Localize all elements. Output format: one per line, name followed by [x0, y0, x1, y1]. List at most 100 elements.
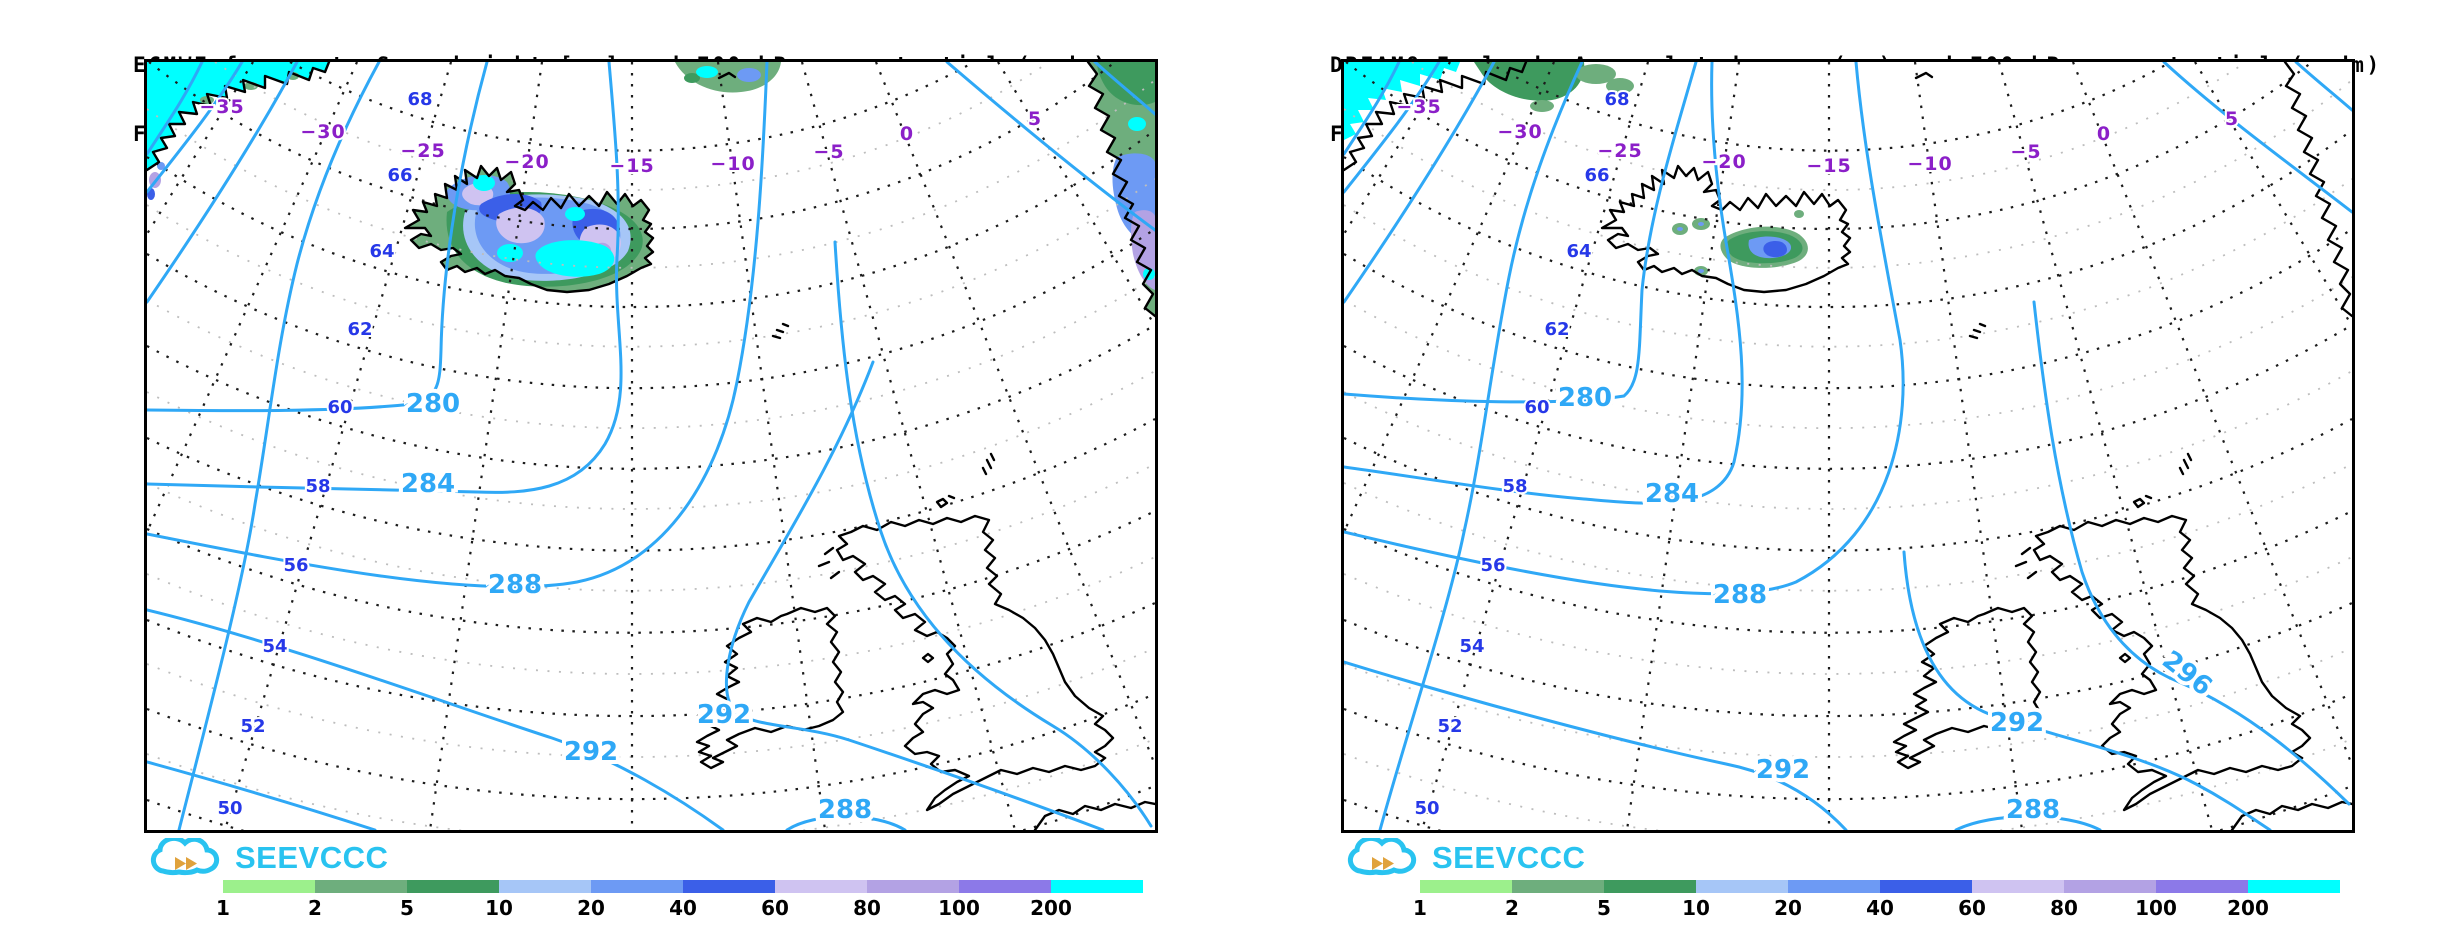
- latitude-label: 52: [240, 716, 265, 737]
- colorbar-tick: 20: [577, 896, 605, 920]
- longitude-label: −5: [813, 141, 844, 163]
- colorbar-segment: [683, 880, 775, 893]
- contour-label: 292: [1990, 708, 2044, 738]
- colorbar-segments: [223, 880, 1143, 893]
- latitude-label: 58: [1502, 476, 1527, 497]
- colorbar-tick: 10: [1682, 896, 1710, 920]
- longitude-label: −25: [400, 140, 445, 162]
- colorbar-tick: 80: [853, 896, 881, 920]
- cloud-logo-icon: [1347, 838, 1417, 876]
- colorbar-tick: 1: [216, 896, 230, 920]
- longitude-label: −30: [1497, 121, 1542, 143]
- seevccc-logo: SEEVCCC: [145, 838, 388, 878]
- colorbar-segment: [1880, 880, 1972, 893]
- contour-label: 292: [1756, 755, 1810, 785]
- contour-label: 288: [488, 570, 542, 600]
- colorbar-segment: [1696, 880, 1788, 893]
- colorbar-ticks: 1 2 5 10 20 40 60 80 100 200: [1413, 893, 2340, 920]
- snow-colorbar: 1 2 5 10 20 40 60 80 100 200: [216, 880, 1143, 922]
- latitude-label: 62: [1544, 319, 1569, 340]
- map-ecmwf-canvas: −35 −30 −25 −20 −15 −10 −5 0 5 68 66 64 62 60 58 56 54 52…: [147, 62, 1155, 830]
- colorbar-tick: 60: [761, 896, 789, 920]
- colorbar-tick: 10: [485, 896, 513, 920]
- colorbar-segment: [1420, 880, 1512, 893]
- longitude-label: 5: [1028, 108, 1042, 130]
- longitude-label: −10: [710, 153, 755, 175]
- latitude-label: 60: [1524, 397, 1549, 418]
- colorbar-tick: 2: [1505, 896, 1519, 920]
- colorbar-segment: [1604, 880, 1696, 893]
- longitude-label: −30: [300, 121, 345, 143]
- longitude-label: −15: [609, 155, 654, 177]
- colorbar-segment: [2064, 880, 2156, 893]
- colorbar-segment: [315, 880, 407, 893]
- longitude-label: −20: [1701, 151, 1746, 173]
- geopotential-contours-ecmwf: [147, 62, 1155, 830]
- colorbar-segment: [1788, 880, 1880, 893]
- latitude-label: 66: [387, 165, 412, 186]
- latitude-label: 54: [1459, 636, 1484, 657]
- geopotential-contours-dream8: [1344, 62, 2352, 830]
- longitude-label: 0: [900, 123, 914, 145]
- map-ecmwf: −35 −30 −25 −20 −15 −10 −5 0 5 68 66 64 62 60 58 56 54 52…: [144, 59, 1158, 833]
- latitude-label: 52: [1437, 716, 1462, 737]
- latitude-label: 64: [369, 241, 394, 262]
- longitude-label: −5: [2010, 141, 2041, 163]
- colorbar-segments: [1420, 880, 2340, 893]
- latitude-label: 54: [262, 636, 287, 657]
- colorbar-segment: [1051, 880, 1143, 893]
- colorbar-tick: 5: [400, 896, 414, 920]
- colorbar-tick: 80: [2050, 896, 2078, 920]
- colorbar-tick: 200: [1030, 896, 1072, 920]
- longitude-label: −15: [1806, 155, 1851, 177]
- seevccc-logo: SEEVCCC: [1342, 838, 1585, 878]
- colorbar-tick: 100: [2135, 896, 2177, 920]
- cloud-logo-icon: [150, 838, 220, 876]
- colorbar-tick: 40: [1866, 896, 1894, 920]
- colorbar-ticks: 1 2 5 10 20 40 60 80 100 200: [216, 893, 1143, 920]
- colorbar-segment: [407, 880, 499, 893]
- longitude-label: −35: [199, 96, 244, 118]
- colorbar-tick: 40: [669, 896, 697, 920]
- colorbar-segment: [591, 880, 683, 893]
- colorbar-tick: 60: [1958, 896, 1986, 920]
- contour-label: 284: [1645, 479, 1699, 509]
- colorbar-segment: [2248, 880, 2340, 893]
- colorbar-segment: [959, 880, 1051, 893]
- latitude-label: 64: [1566, 241, 1591, 262]
- colorbar-segment: [1512, 880, 1604, 893]
- contour-label: 288: [2006, 795, 2060, 825]
- latitude-label: 58: [305, 476, 330, 497]
- latitude-label: 62: [347, 319, 372, 340]
- colorbar-segment: [775, 880, 867, 893]
- map-dream8: −35 −30 −25 −20 −15 −10 −5 0 5 68 66 64 62 60 58 56 54 52…: [1341, 59, 2355, 833]
- longitude-label: −10: [1907, 153, 1952, 175]
- map-labels-dream8: −35 −30 −25 −20 −15 −10 −5 0 5 68 66 64 62 60 58 56 54 52…: [1394, 87, 2240, 829]
- snow-shading-ecmwf: [147, 62, 1155, 316]
- colorbar-tick: 100: [938, 896, 980, 920]
- contour-label: 296: [2156, 645, 2217, 702]
- longitude-label: 0: [2097, 123, 2111, 145]
- longitude-label: −35: [1396, 96, 1441, 118]
- latitude-label: 50: [1414, 798, 1439, 819]
- contour-label: 280: [1558, 383, 1612, 413]
- latitude-label: 56: [283, 555, 308, 576]
- latitude-label: 66: [1584, 165, 1609, 186]
- colorbar-tick: 2: [308, 896, 322, 920]
- longitude-label: 5: [2225, 108, 2239, 130]
- contour-label: 284: [401, 469, 455, 499]
- latitude-label: 60: [327, 397, 352, 418]
- contour-label: 292: [697, 700, 751, 730]
- latitude-label: 56: [1480, 555, 1505, 576]
- logo-text: SEEVCCC: [1432, 840, 1586, 875]
- contour-label: 280: [406, 389, 460, 419]
- colorbar-segment: [2156, 880, 2248, 893]
- colorbar-tick: 5: [1597, 896, 1611, 920]
- latitude-label: 68: [407, 89, 432, 110]
- colorbar-segment: [499, 880, 591, 893]
- snow-colorbar: 1 2 5 10 20 40 60 80 100 200: [1413, 880, 2340, 922]
- colorbar-segment: [867, 880, 959, 893]
- contour-label: 288: [1713, 580, 1767, 610]
- colorbar-tick: 20: [1774, 896, 1802, 920]
- map-dream8-canvas: −35 −30 −25 −20 −15 −10 −5 0 5 68 66 64 62 60 58 56 54 52…: [1344, 62, 2352, 830]
